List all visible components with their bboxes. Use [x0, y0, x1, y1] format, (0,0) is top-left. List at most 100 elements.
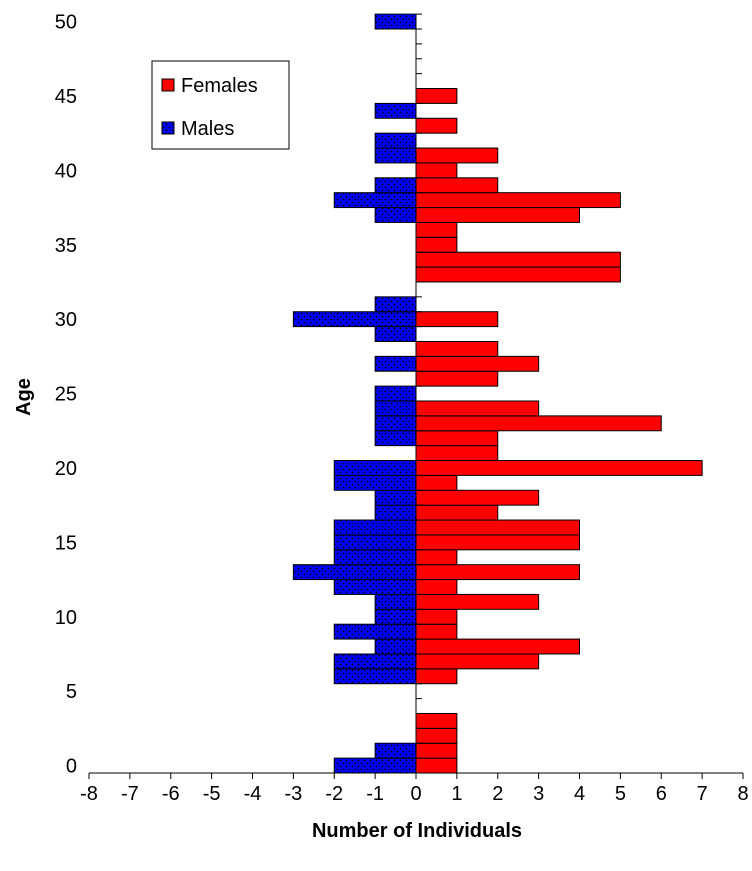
bar-males-age-18 — [374, 489, 417, 506]
y-tick-label: 35 — [55, 235, 77, 257]
bar-males-age-27 — [374, 355, 417, 372]
bar-males-age-8 — [374, 638, 417, 655]
legend-label-males: Males — [181, 118, 234, 140]
bar-females-age-2 — [415, 727, 458, 744]
bar-females-age-16 — [415, 519, 580, 536]
bar-females-age-45 — [415, 88, 458, 104]
bar-females-age-36 — [415, 221, 458, 238]
bar-females-age-9 — [415, 623, 458, 640]
bar-females-age-11 — [415, 593, 540, 610]
bar-females-age-18 — [415, 489, 540, 506]
x-tick-label: -7 — [121, 783, 139, 805]
x-axis-title: Number of Individuals — [312, 820, 522, 842]
x-tick-label: -1 — [366, 783, 384, 805]
bar-males-age-24 — [374, 400, 417, 417]
bar-females-age-37 — [415, 207, 580, 223]
bar-males-age-13 — [292, 564, 417, 581]
bar-males-age-12 — [333, 579, 417, 595]
bar-males-age-17 — [374, 504, 417, 521]
legend: Females Males — [151, 60, 290, 150]
x-tick-label: 6 — [656, 783, 667, 805]
bar-females-age-12 — [415, 579, 458, 595]
bar-males-age-30 — [292, 311, 417, 328]
y-tick-label: 15 — [55, 532, 77, 554]
axis-layer: -8 -7 -6 -5 -4 -3 -2 -1 0 1 2 3 4 5 6 7 8051015202530354… — [55, 12, 749, 805]
bar-males-age-42 — [374, 132, 417, 149]
x-tick-label: 2 — [492, 783, 503, 805]
bar-females-age-43 — [415, 117, 458, 134]
legend-swatch-males — [161, 121, 175, 135]
bar-males-age-44 — [374, 102, 417, 119]
y-tick-label: 0 — [66, 756, 77, 778]
x-tick-label: 1 — [451, 783, 462, 805]
x-tick-label: 0 — [410, 783, 421, 805]
bar-males-age-29 — [374, 326, 417, 342]
bar-males-age-50 — [374, 13, 417, 30]
bar-females-age-7 — [415, 653, 540, 670]
bar-females-age-34 — [415, 251, 621, 268]
bar-males-age-0 — [333, 757, 417, 774]
bar-females-age-38 — [415, 192, 621, 209]
y-tick-label: 25 — [55, 384, 77, 406]
bar-males-age-11 — [374, 593, 417, 610]
bar-females-age-8 — [415, 638, 580, 655]
y-tick-label: 5 — [66, 681, 77, 703]
bar-males-age-10 — [374, 608, 417, 625]
bar-females-age-17 — [415, 504, 499, 521]
bar-females-age-40 — [415, 162, 458, 179]
x-tick-label: -4 — [244, 783, 262, 805]
x-tick-label: 5 — [615, 783, 626, 805]
bar-males-age-6 — [333, 668, 417, 685]
bar-females-age-35 — [415, 236, 458, 253]
y-tick-label: 20 — [55, 458, 77, 480]
bar-males-age-7 — [333, 653, 417, 670]
legend-swatch-females — [161, 78, 175, 92]
x-tick-label: 4 — [574, 783, 585, 805]
y-tick-label: 50 — [55, 12, 77, 34]
x-tick-label: -3 — [284, 783, 302, 805]
bar-females-age-0 — [415, 757, 458, 774]
y-tick-label: 40 — [55, 160, 77, 182]
bar-females-age-30 — [415, 311, 499, 328]
x-tick-label: 7 — [697, 783, 708, 805]
x-tick-label: -2 — [325, 783, 343, 805]
bar-males-age-39 — [374, 177, 417, 194]
bar-males-age-19 — [333, 474, 417, 491]
bar-males-age-31 — [374, 296, 417, 313]
bar-females-age-19 — [415, 474, 458, 491]
bar-males-age-16 — [333, 519, 417, 536]
bar-females-age-41 — [415, 147, 499, 164]
y-tick-label: 45 — [55, 86, 77, 108]
bar-males-age-14 — [333, 549, 417, 566]
bar-females-age-15 — [415, 534, 580, 551]
bar-females-age-23 — [415, 415, 662, 432]
bar-males-age-9 — [333, 623, 417, 640]
y-tick-label: 30 — [55, 309, 77, 331]
bar-females-age-6 — [415, 668, 458, 685]
bar-females-age-21 — [415, 445, 499, 462]
bar-males-age-22 — [374, 430, 417, 447]
bar-females-age-39 — [415, 177, 499, 194]
legend-box — [151, 60, 290, 150]
x-tick-label: 3 — [533, 783, 544, 805]
bar-males-age-41 — [374, 147, 417, 164]
y-tick-label: 10 — [55, 607, 77, 629]
bar-males-age-25 — [374, 385, 417, 402]
x-tick-label: -5 — [203, 783, 221, 805]
bar-females-age-24 — [415, 400, 540, 417]
bar-females-age-27 — [415, 355, 540, 372]
bar-males-age-15 — [333, 534, 417, 551]
y-axis-title: Age — [13, 378, 35, 416]
bar-females-age-1 — [415, 742, 458, 759]
bar-males-age-20 — [333, 460, 417, 476]
legend-label-females: Females — [181, 75, 258, 97]
bar-males-age-1 — [374, 742, 417, 759]
bar-males-age-37 — [374, 207, 417, 223]
bar-females-age-10 — [415, 608, 458, 625]
bar-females-age-3 — [415, 712, 458, 729]
bar-females-age-28 — [415, 340, 499, 357]
bar-females-age-14 — [415, 549, 458, 566]
bar-females-age-13 — [415, 564, 580, 581]
x-tick-label: -8 — [80, 783, 98, 805]
